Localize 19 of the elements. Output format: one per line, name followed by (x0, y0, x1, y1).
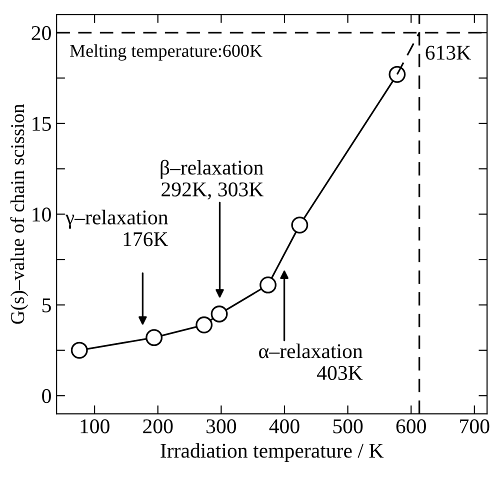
x-axis-title: Irradiation temperature / K (160, 443, 384, 462)
x-tick-label: 400 (269, 419, 300, 434)
ref-line-label: 613K (426, 46, 471, 60)
x-tick-label: 300 (206, 419, 236, 434)
x-tick-label: 200 (143, 419, 173, 434)
y-axis-title: G(s)–value of chain scission (10, 104, 28, 324)
y-tick-label: 0 (42, 389, 51, 404)
x-tick-label: 100 (80, 419, 110, 434)
annotation: Melting temperature:600K (70, 44, 262, 61)
annotation: γ–relaxation 176K (65, 210, 168, 246)
x-tick-label: 500 (333, 419, 363, 434)
annotation: β–relaxation 292K, 303K (160, 160, 264, 200)
y-tick-label: 5 (42, 298, 51, 312)
y-tick-label: 15 (32, 116, 51, 131)
x-tick-label: 700 (460, 419, 490, 434)
y-tick-label: 10 (32, 208, 51, 222)
y-tick-label: 20 (32, 26, 51, 40)
annotation: α–relaxation 403K (259, 344, 363, 380)
x-tick-label: 600 (396, 419, 426, 434)
